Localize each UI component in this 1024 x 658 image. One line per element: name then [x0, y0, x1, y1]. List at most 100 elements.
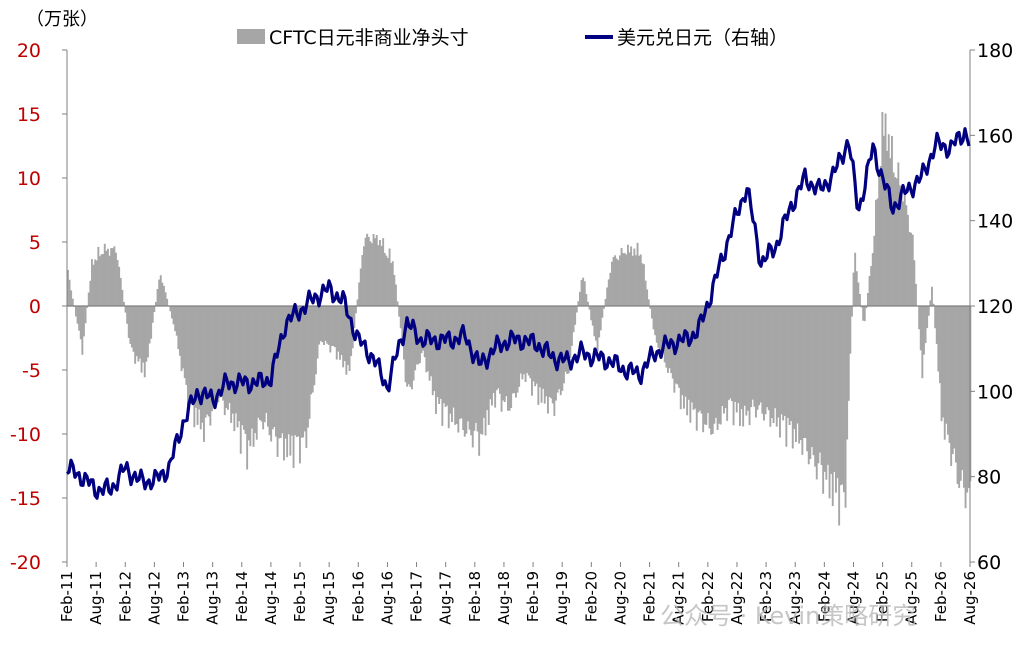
- position-bar: [756, 306, 759, 410]
- position-bar: [510, 306, 513, 408]
- position-bar: [903, 195, 906, 306]
- position-bar: [436, 306, 439, 398]
- position-bar: [251, 306, 253, 429]
- position-bar: [822, 306, 825, 494]
- position-bar: [310, 306, 313, 395]
- position-bar: [702, 306, 705, 433]
- position-bar: [913, 260, 916, 306]
- position-bar: [371, 243, 373, 306]
- position-bar: [383, 252, 386, 306]
- position-bar: [393, 275, 396, 306]
- position-bar: [475, 306, 477, 423]
- position-bar: [411, 306, 413, 390]
- position-bar: [172, 306, 175, 325]
- position-bar: [849, 306, 852, 354]
- position-bar: [155, 301, 157, 306]
- position-bar: [635, 255, 637, 306]
- position-bar: [367, 236, 370, 306]
- position-bar: [377, 245, 380, 306]
- position-bar: [617, 260, 620, 306]
- position-bar: [780, 306, 783, 415]
- position-bar: [182, 306, 185, 369]
- position-bar: [467, 306, 469, 422]
- position-bar: [79, 306, 82, 340]
- position-bar: [507, 306, 509, 411]
- position-bar: [724, 306, 727, 409]
- position-bar: [407, 306, 410, 385]
- position-bar: [503, 306, 506, 402]
- position-bar: [838, 306, 841, 526]
- position-bar: [391, 261, 394, 306]
- position-bar: [555, 306, 557, 401]
- x-tick-label: Feb-15: [291, 571, 309, 622]
- position-bar: [668, 306, 671, 369]
- position-bar: [604, 299, 607, 306]
- position-bar: [836, 306, 839, 479]
- position-bar: [649, 306, 652, 309]
- position-bar: [347, 306, 349, 365]
- position-bar: [881, 112, 884, 306]
- position-bar: [131, 306, 133, 348]
- position-bar: [721, 306, 724, 406]
- position-bar: [78, 306, 81, 331]
- position-bar: [209, 306, 212, 426]
- position-bar: [788, 306, 791, 425]
- position-bar: [755, 306, 757, 418]
- position-bar: [817, 306, 820, 464]
- position-bar: [569, 306, 572, 358]
- position-bar: [943, 306, 946, 440]
- position-bar: [639, 254, 642, 306]
- position-bar: [918, 306, 921, 330]
- position-bar: [342, 306, 345, 368]
- position-bar: [667, 306, 669, 373]
- x-tick-label: Aug-20: [612, 571, 630, 625]
- position-bar: [515, 306, 517, 398]
- position-bar: [196, 306, 199, 425]
- position-bar: [718, 306, 721, 424]
- position-bar: [214, 306, 217, 400]
- position-bar: [590, 306, 593, 321]
- position-bar: [99, 256, 101, 306]
- position-bar: [687, 306, 690, 400]
- position-bar: [750, 306, 753, 408]
- position-bar: [550, 306, 553, 399]
- position-bar: [699, 306, 701, 411]
- position-bar: [923, 306, 925, 355]
- position-bar: [924, 306, 927, 344]
- position-bar: [662, 306, 665, 353]
- position-bar: [265, 306, 268, 413]
- position-bar: [764, 306, 767, 415]
- position-bar: [950, 306, 953, 466]
- position-bar: [947, 306, 949, 435]
- position-bar: [926, 306, 929, 329]
- position-bar: [247, 306, 250, 441]
- position-bar: [769, 306, 772, 427]
- position-bar: [465, 306, 468, 434]
- x-tick-label: Feb-26: [932, 571, 950, 622]
- position-bar: [153, 306, 156, 313]
- position-bar: [161, 282, 164, 306]
- position-bar: [263, 306, 266, 423]
- position-bar: [535, 306, 538, 384]
- position-bar: [801, 306, 804, 455]
- position-bar: [297, 306, 300, 437]
- position-bar: [609, 272, 612, 306]
- position-bar: [606, 287, 609, 306]
- position-bar: [97, 246, 100, 306]
- position-bar: [148, 306, 151, 344]
- position-bar: [857, 282, 860, 306]
- position-bar: [871, 253, 874, 306]
- position-bar: [623, 253, 626, 306]
- legend-label-usdjpy: 美元兑日元（右轴）: [617, 27, 788, 49]
- position-bar: [267, 306, 269, 427]
- position-bar: [835, 306, 837, 493]
- position-bar: [385, 255, 388, 306]
- position-bar: [158, 279, 161, 306]
- position-bar: [886, 150, 889, 306]
- x-tick-label: Feb-19: [524, 571, 542, 622]
- position-bar: [742, 306, 745, 427]
- position-bar: [689, 306, 692, 423]
- position-bar: [94, 259, 97, 306]
- position-bar: [919, 306, 922, 351]
- position-bar: [932, 303, 935, 306]
